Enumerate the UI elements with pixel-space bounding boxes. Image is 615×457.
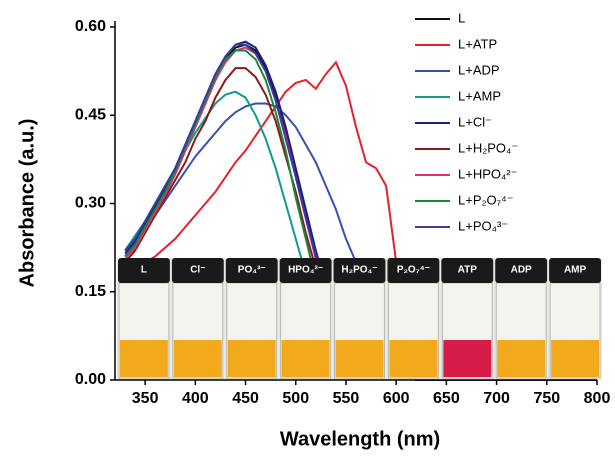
y-tick-label: 0.45 (75, 106, 106, 123)
y-axis-title: Absorbance (a.u.) (16, 119, 38, 288)
legend-label: L+PO₄³⁻ (458, 218, 508, 233)
x-tick-label: 650 (433, 390, 460, 407)
legend-label: L+ATP (458, 36, 497, 51)
legend-label: L+Cl⁻ (458, 114, 492, 129)
vial-label: PO₄³⁻ (238, 265, 266, 276)
axes: 350 400 450 500 550 600 650 700 750 800 0.00 0.15 0.… (75, 18, 611, 407)
vial-liquid (227, 340, 276, 377)
vial-liquid (120, 340, 168, 377)
vial-liquid (335, 340, 384, 377)
legend-label: L+HPO₄²⁻ (458, 166, 518, 181)
vial-cap (441, 258, 494, 283)
x-tick-label: 350 (132, 390, 159, 407)
vial-cap (387, 258, 440, 283)
legend-label: L+ADP (458, 62, 500, 77)
y-tick-label: 0.00 (75, 371, 106, 388)
legend: L L+ATP L+ADP L+AMP L+Cl⁻ L+H₂PO₄⁻ L+HPO₄²⁻ L+P… (415, 10, 518, 233)
vial-cap (225, 258, 278, 283)
vial-label: Cl⁻ (190, 265, 205, 276)
vial-cap (549, 258, 601, 283)
vial-liquid (497, 340, 546, 377)
x-tick-label: 800 (584, 390, 611, 407)
x-tick-label: 700 (483, 390, 510, 407)
y-tick-label: 0.15 (75, 283, 106, 300)
x-tick-label: 400 (182, 390, 209, 407)
vial-label: P₂O₇⁴⁻ (397, 265, 430, 276)
legend-label: L+AMP (458, 88, 501, 103)
vial-liquid (173, 340, 222, 377)
vial-liquid (389, 340, 438, 377)
vial-label: ATP (458, 265, 478, 276)
legend-label: L+H₂PO₄⁻ (458, 140, 518, 155)
vial-label: H₂PO₄⁻ (341, 265, 377, 276)
vial-photo: L Cl⁻ PO₄³⁻ HPO₄²⁻ H₂PO₄⁻ P₂O₇⁴⁻ ATP ADP AMP (117, 258, 602, 380)
y-tick-label: 0.30 (75, 195, 106, 212)
vial-cap (333, 258, 386, 283)
vial-cap (495, 258, 548, 283)
vial-label: ADP (511, 265, 532, 276)
legend-label: L (458, 10, 465, 25)
x-tick-label: 450 (232, 390, 259, 407)
x-tick-label: 600 (383, 390, 410, 407)
vial-liquid (443, 340, 492, 377)
x-tick-label: 550 (333, 390, 360, 407)
vial-label: AMP (564, 265, 587, 276)
vial-label: HPO₄²⁻ (288, 265, 323, 276)
vial-label: L (141, 265, 147, 276)
vial-cap (279, 258, 332, 283)
vial-cap (171, 258, 224, 283)
y-tick-label: 0.60 (75, 18, 106, 35)
vial-liquid (551, 340, 599, 377)
x-tick-label: 500 (282, 390, 309, 407)
vial-liquid (281, 340, 330, 377)
vial-cap (118, 258, 170, 283)
legend-label: L+P₂O₇⁴⁻ (458, 192, 514, 207)
x-tick-label: 750 (533, 390, 560, 407)
x-axis-title: Wavelength (nm) (280, 428, 440, 450)
